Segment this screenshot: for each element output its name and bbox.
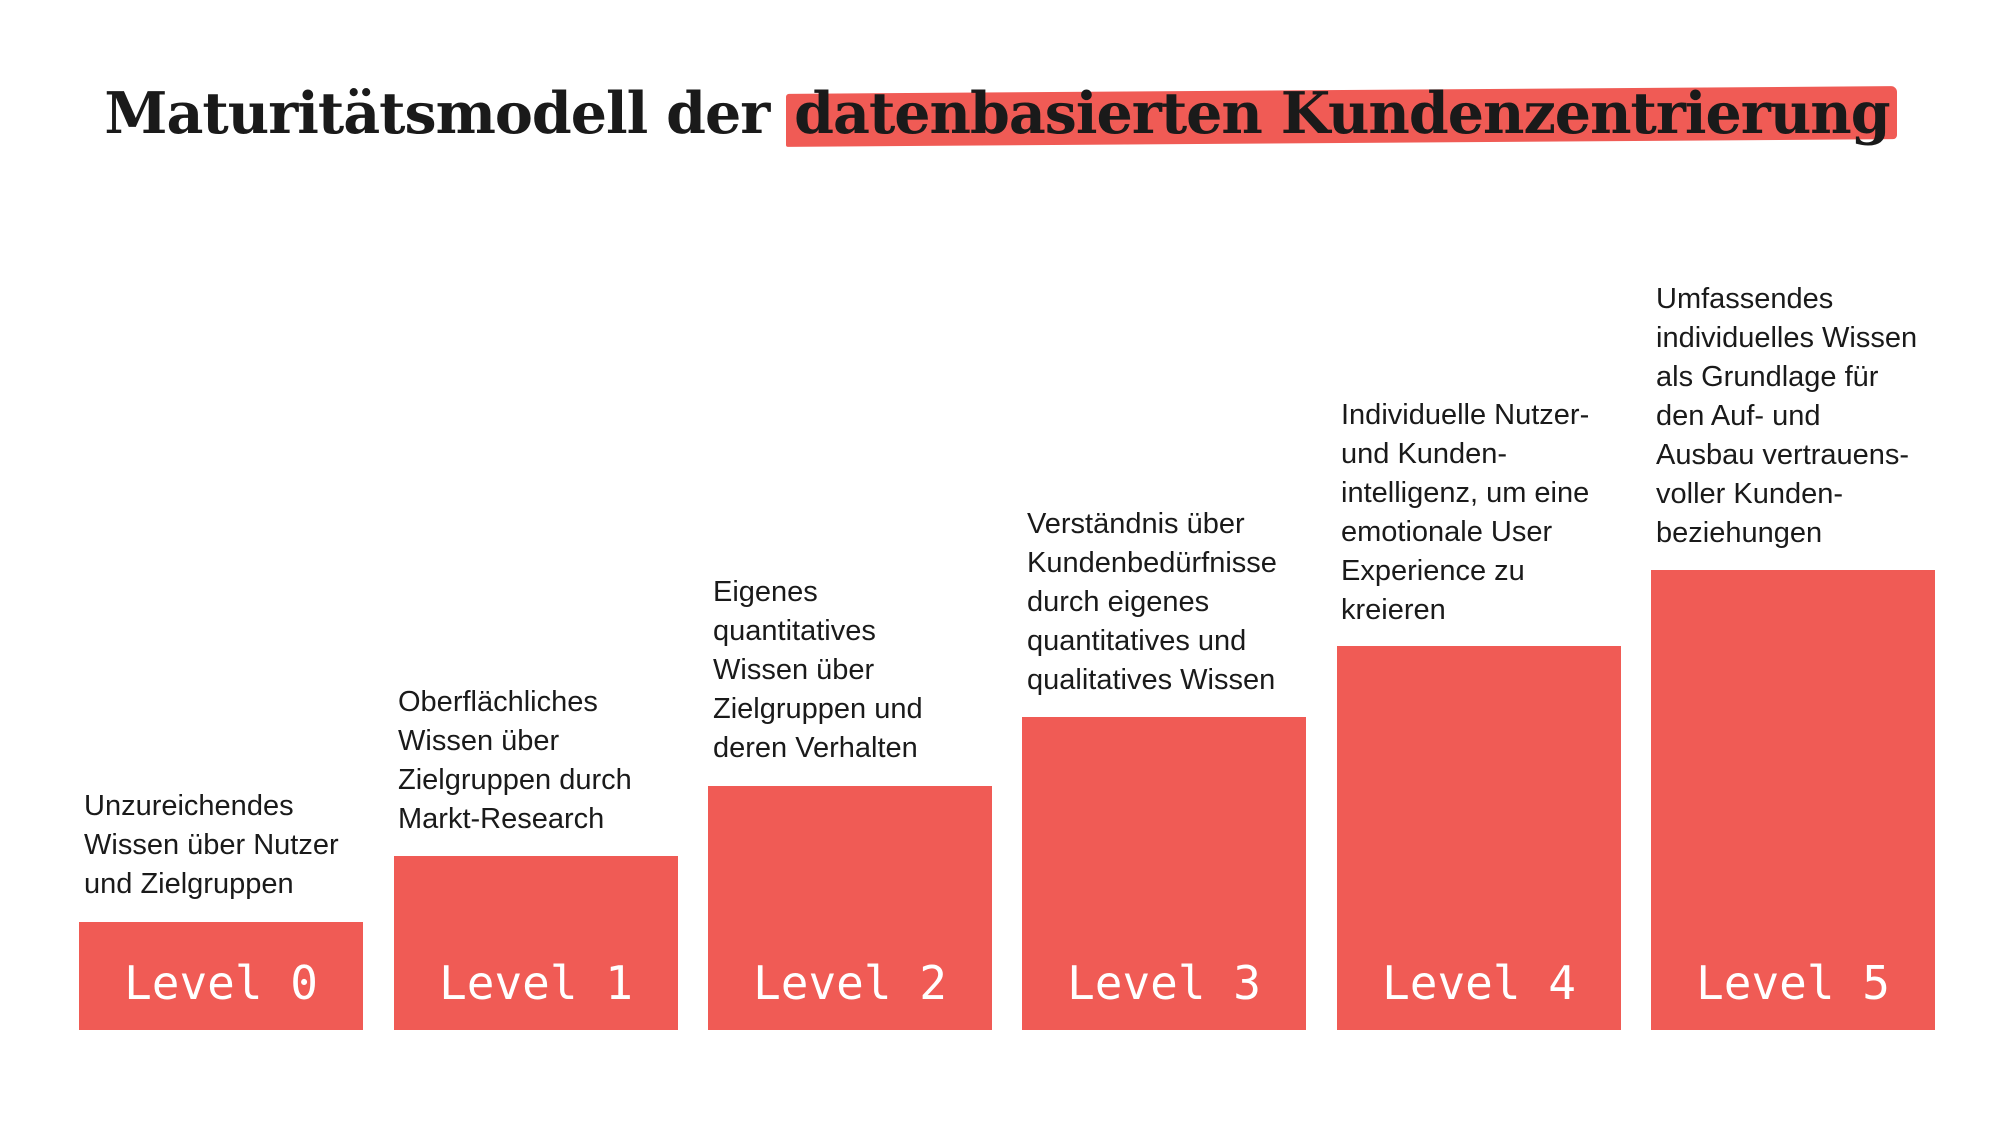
level-0-label: Level 0	[124, 956, 318, 1010]
level-4-description: Individuelle Nutzer- und Kunden- intelli…	[1341, 399, 1590, 626]
level-3-bar: Level 3	[1022, 717, 1306, 1030]
level-2-label: Level 2	[753, 956, 947, 1010]
level-5-bar: Level 5	[1651, 570, 1935, 1030]
level-5-description: Umfassendes individuelles Wissen als Gru…	[1656, 283, 1918, 549]
level-3-label: Level 3	[1067, 956, 1261, 1010]
title-prefix: Maturitätsmodell der	[104, 80, 789, 147]
level-1-description: Oberflächliches Wissen über Zielgruppen …	[398, 686, 632, 835]
level-0-description: Unzureichendes Wissen über Nutzer und Zi…	[84, 790, 339, 900]
title-highlight: datenbasierten Kundenzentrierung	[788, 80, 1895, 147]
level-1-label: Level 1	[439, 956, 633, 1010]
level-4-label: Level 4	[1382, 956, 1576, 1010]
level-4-bar: Level 4	[1337, 646, 1621, 1030]
level-2-bar: Level 2	[708, 786, 992, 1030]
level-3-description: Verständnis über Kundenbedürfnisse durch…	[1027, 508, 1277, 696]
level-5-label: Level 5	[1696, 956, 1890, 1010]
level-0-bar: Level 0	[79, 922, 363, 1030]
page-title: Maturitätsmodell der datenbasierten Kund…	[0, 74, 2000, 154]
level-2-description: Eigenes quantitatives Wissen über Zielgr…	[713, 576, 923, 764]
level-1-bar: Level 1	[394, 856, 678, 1030]
